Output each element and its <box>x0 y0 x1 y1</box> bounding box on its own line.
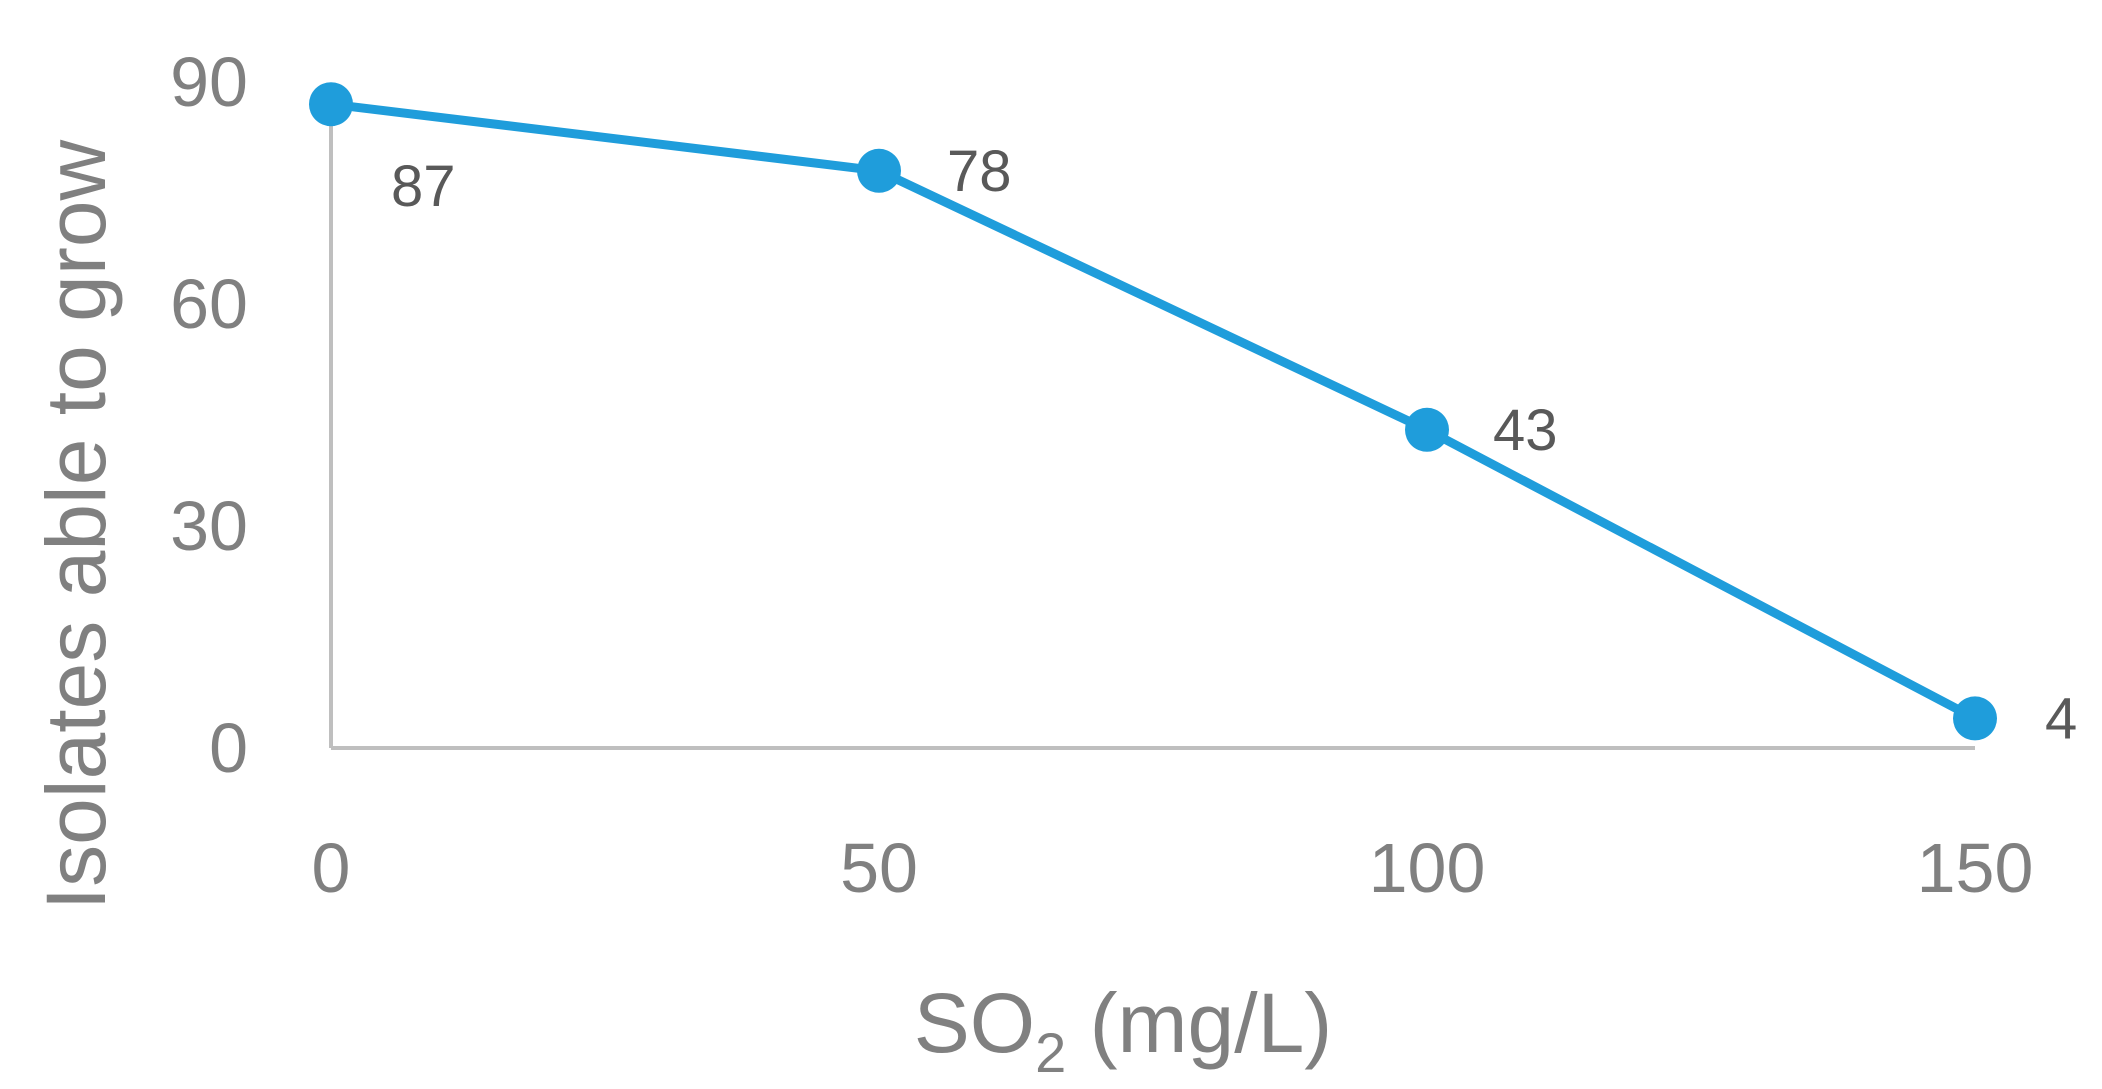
y-tick-label: 0 <box>209 709 248 787</box>
x-axis-title-subscript: 2 <box>1035 1021 1066 1084</box>
x-tick-label: 100 <box>1369 829 1486 907</box>
data-label: 78 <box>947 139 1012 204</box>
y-axis-title: Isolates able to grow <box>29 139 123 910</box>
x-tick-label: 50 <box>840 829 918 907</box>
x-tick-label: 150 <box>1917 829 2034 907</box>
y-tick-label: 60 <box>170 265 248 343</box>
data-point <box>1405 407 1449 452</box>
y-tick-labels: 0 30 60 90 <box>170 43 248 787</box>
x-axis-title-suffix: (mg/L) <box>1066 976 1332 1070</box>
data-label: 87 <box>391 154 456 219</box>
data-labels: 87 78 43 4 <box>391 139 2077 752</box>
y-tick-label: 90 <box>170 43 248 121</box>
data-point <box>1953 696 1997 741</box>
data-label: 43 <box>1493 398 1558 463</box>
data-label: 4 <box>2045 686 2077 751</box>
x-axis-title: SO2 (mg/L) <box>914 976 1333 1084</box>
series-line <box>326 99 1980 723</box>
y-tick-label: 30 <box>170 487 248 565</box>
x-tick-label: 0 <box>312 829 351 907</box>
axes <box>329 112 1975 750</box>
series-group <box>309 82 1997 741</box>
x-tick-labels: 0 50 100 150 <box>312 829 2034 907</box>
data-point <box>857 148 901 193</box>
data-point <box>309 82 353 127</box>
x-axis-title-main: SO <box>914 976 1035 1070</box>
